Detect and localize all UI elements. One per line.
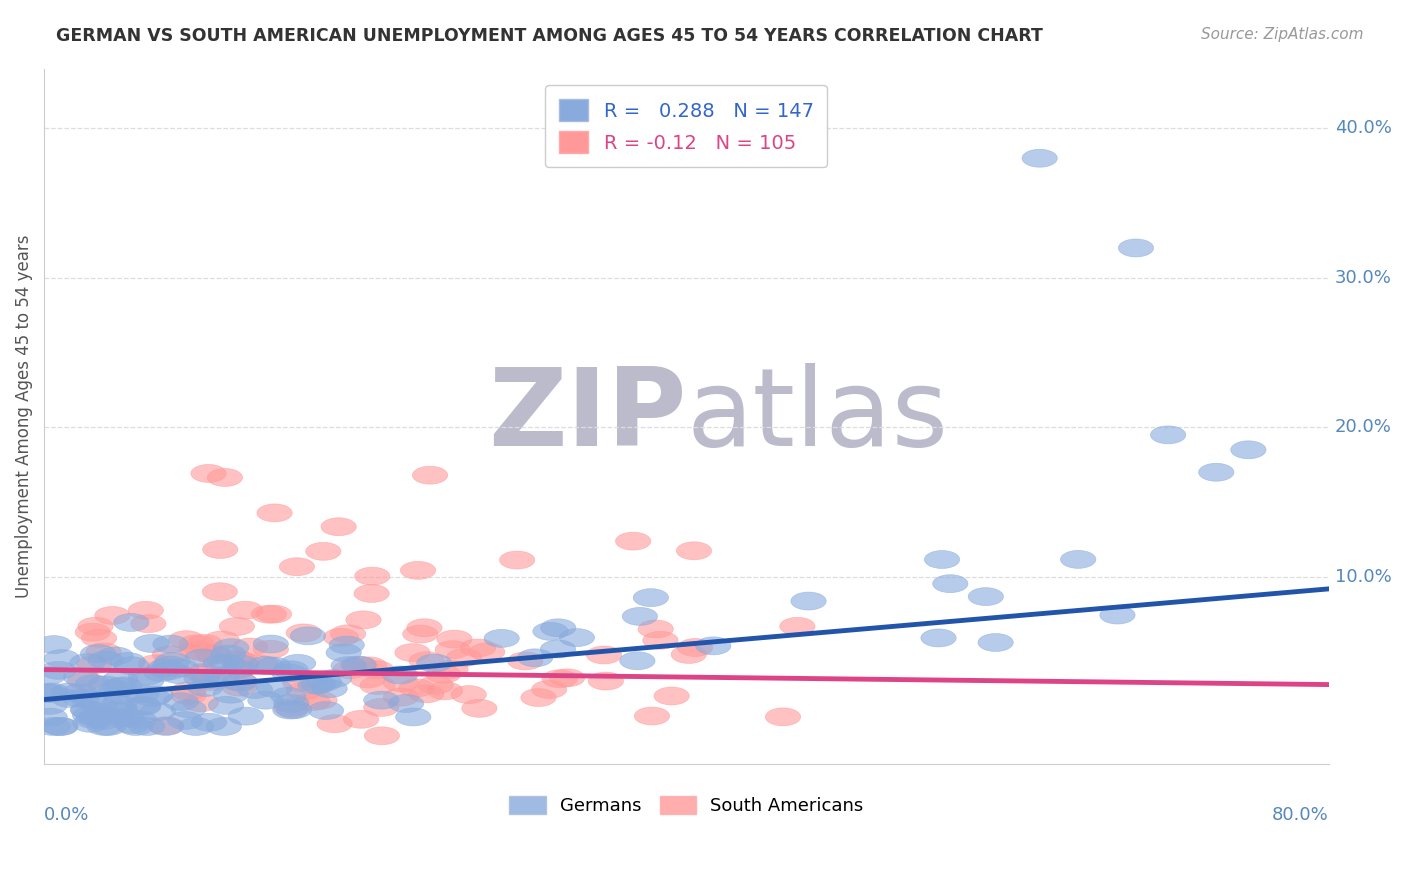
Text: 40.0%: 40.0% [1336,120,1392,137]
Text: Source: ZipAtlas.com: Source: ZipAtlas.com [1201,27,1364,42]
Text: atlas: atlas [686,363,949,469]
Text: 20.0%: 20.0% [1336,418,1392,436]
Text: GERMAN VS SOUTH AMERICAN UNEMPLOYMENT AMONG AGES 45 TO 54 YEARS CORRELATION CHAR: GERMAN VS SOUTH AMERICAN UNEMPLOYMENT AM… [56,27,1043,45]
Text: 10.0%: 10.0% [1336,568,1392,586]
Legend: Germans, South Americans: Germans, South Americans [501,787,872,824]
Y-axis label: Unemployment Among Ages 45 to 54 years: Unemployment Among Ages 45 to 54 years [15,235,32,598]
Text: ZIP: ZIP [488,363,686,469]
Text: 30.0%: 30.0% [1336,268,1392,287]
Text: 80.0%: 80.0% [1272,805,1329,823]
Text: 0.0%: 0.0% [44,805,90,823]
